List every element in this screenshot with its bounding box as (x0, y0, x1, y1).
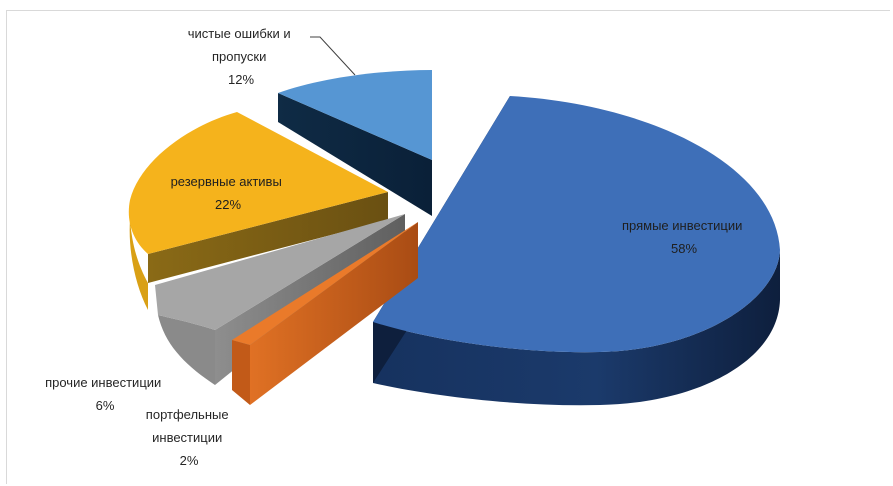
errors-leader-line (310, 36, 356, 76)
slice-errors-top (278, 70, 432, 160)
label-other-line1: прочие инвестиции (45, 375, 161, 390)
label-errors-percent: 12% (228, 72, 254, 87)
label-reserve-line1: резервные активы (171, 174, 282, 189)
slice-reserve-rim (129, 220, 148, 310)
slice-errors-side (278, 93, 432, 216)
label-other: прочие инвестиции 6% (45, 375, 165, 413)
label-errors-line2: пропуски (212, 49, 266, 64)
label-direct-line1: прямые инвестиции (622, 218, 742, 233)
label-direct: прямые инвестиции 58% (622, 218, 746, 256)
label-errors-line1: чистые ошибки и (188, 26, 291, 41)
slice-direct-investments[interactable] (373, 96, 780, 406)
slice-reserve-side (148, 192, 388, 283)
label-direct-percent: 58% (671, 241, 697, 256)
label-portfolio-line2: инвестиции (152, 430, 222, 445)
slice-portfolio-rim (232, 340, 250, 405)
label-other-percent: 6% (96, 398, 115, 413)
slice-net-errors[interactable] (278, 70, 432, 216)
slice-reserve-assets[interactable] (128, 112, 389, 310)
label-reserve-percent: 22% (215, 197, 241, 212)
slice-other-rim (158, 315, 215, 385)
label-portfolio-percent: 2% (180, 453, 199, 468)
slice-portfolio-side (250, 222, 418, 405)
slice-other-top (155, 214, 405, 330)
label-errors: чистые ошибки и пропуски 12% (188, 26, 295, 87)
label-portfolio-line1: портфельные (146, 407, 229, 422)
slice-reserve-top (128, 112, 389, 254)
label-reserve: резервные активы 22% (171, 174, 286, 212)
slice-portfolio-investments[interactable] (232, 222, 418, 405)
slice-portfolio-top (232, 222, 418, 345)
label-portfolio: портфельные инвестиции 2% (146, 407, 232, 468)
chart-frame (6, 10, 890, 484)
slice-direct-side (373, 250, 780, 406)
slice-direct-top (373, 96, 780, 353)
